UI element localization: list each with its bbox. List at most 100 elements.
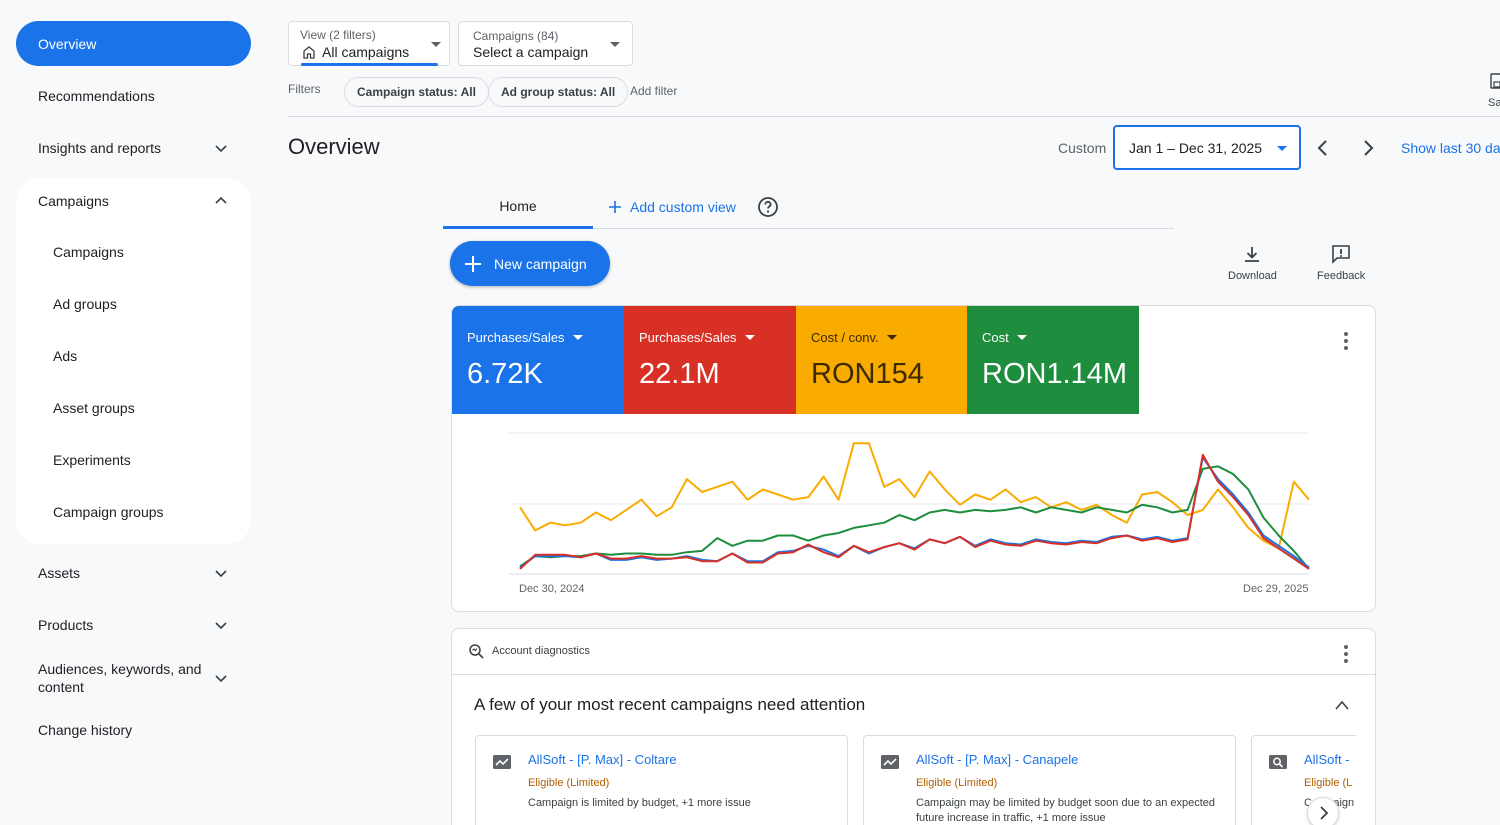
campaign-status: Eligible (Limited) — [916, 777, 998, 789]
chevron-down-icon — [215, 144, 227, 152]
campaign-name-link[interactable]: AllSoft - [P. Max] - Coltare — [528, 752, 677, 767]
add-custom-view-label: Add custom view — [630, 199, 736, 215]
sidebar-item-products[interactable]: Products — [16, 602, 251, 647]
performance-chart — [509, 432, 1310, 575]
sidebar-subitem-campaigns[interactable]: Campaigns — [53, 244, 124, 260]
caret-down-icon — [572, 335, 583, 340]
sidebar-item-change-history[interactable]: Change history — [16, 707, 251, 752]
sidebar-subitem-experiments[interactable]: Experiments — [53, 452, 131, 468]
chevron-down-icon — [215, 621, 227, 629]
add-filter-link[interactable]: Add filter — [630, 84, 678, 98]
account-diagnostics-card: Account diagnostics A few of your most r… — [451, 628, 1376, 825]
campaign-name-link[interactable]: AllSoft - — [1304, 752, 1350, 767]
diagnostics-title: A few of your most recent campaigns need… — [474, 695, 866, 714]
metric-value: 22.1M — [639, 358, 720, 390]
show-last-30-days-link[interactable]: Show last 30 da — [1401, 140, 1500, 156]
tab-home[interactable]: Home — [443, 186, 593, 229]
caret-down-icon — [744, 335, 755, 340]
series-line-0 — [519, 456, 1310, 569]
campaign-status: Eligible (Limited) — [528, 777, 610, 789]
series-line-1 — [519, 453, 1310, 570]
filter-chip-campaign-status[interactable]: Campaign status: All — [344, 77, 489, 107]
performance-max-icon — [881, 755, 899, 769]
search-campaign-icon — [1269, 755, 1287, 769]
sidebar-item-label: Change history — [38, 721, 133, 738]
download-button[interactable]: Download — [1228, 244, 1277, 282]
sidebar-item-insights[interactable]: Insights and reports — [16, 125, 251, 170]
chevron-right-icon — [1320, 806, 1329, 820]
add-custom-view-button[interactable]: Add custom view — [608, 199, 736, 215]
metric-label: Cost / conv. — [811, 330, 879, 345]
sidebar-item-label: Audiences, keywords, and content — [38, 661, 202, 695]
campaign-name-link[interactable]: AllSoft - [P. Max] - Canapele — [916, 752, 1079, 767]
metric-value: 6.72K — [467, 358, 543, 390]
sidebar: Overview Recommendations Insights and re… — [0, 0, 268, 825]
sidebar-item-assets[interactable]: Assets — [16, 550, 251, 595]
chevron-up-icon[interactable] — [1334, 699, 1350, 711]
metric-label: Purchases/Sales — [639, 330, 737, 345]
more-options-icon[interactable] — [1344, 332, 1348, 353]
series-line-3 — [519, 465, 1310, 570]
help-icon[interactable] — [757, 196, 779, 218]
campaign-issue-card[interactable]: AllSoft - Eligible (L Campaign — [1251, 735, 1356, 825]
chevron-up-icon — [215, 196, 227, 204]
previous-period-button[interactable] — [1311, 136, 1335, 160]
building-icon — [303, 46, 315, 59]
campaign-issue-description: Campaign is limited by budget, +1 more i… — [528, 797, 751, 809]
sidebar-item-label: Insights and reports — [38, 139, 161, 156]
new-campaign-label: New campaign — [494, 255, 587, 272]
new-campaign-button[interactable]: New campaign — [450, 241, 610, 286]
sidebar-item-label: Products — [38, 616, 94, 633]
metric-tile-cost-per-conv[interactable]: Cost / conv. RON154 — [796, 306, 968, 414]
x-axis-end-label: Dec 29, 2025 — [1243, 583, 1309, 595]
sidebar-subitem-ads[interactable]: Ads — [53, 348, 78, 364]
download-icon — [1245, 247, 1260, 262]
save-label: Sa — [1488, 97, 1500, 109]
download-label: Download — [1228, 270, 1277, 282]
view-dropdown[interactable]: View (2 filters) All campaigns — [288, 21, 450, 66]
performance-card: Purchases/Sales 6.72K Purchases/Sales 22… — [451, 305, 1376, 612]
campaign-selector-value: Select a campaign — [473, 44, 589, 60]
sidebar-item-label: Overview — [38, 35, 97, 52]
diagnostics-search-icon — [469, 644, 484, 659]
diagnostics-header: Account diagnostics — [468, 643, 590, 659]
feedback-button[interactable]: Feedback — [1317, 244, 1365, 282]
divider — [452, 674, 1375, 675]
series-line-2 — [519, 442, 1310, 550]
metric-tile-sales[interactable]: Purchases/Sales 22.1M — [624, 306, 796, 414]
metric-value: RON154 — [811, 358, 924, 390]
chevron-down-icon — [215, 675, 227, 683]
sidebar-item-audiences[interactable]: Audiences, keywords, and content — [16, 654, 251, 702]
metric-label: Cost — [982, 330, 1009, 345]
diagnostics-header-label: Account diagnostics — [492, 645, 590, 657]
filters-label: Filters — [288, 82, 321, 96]
next-period-button[interactable] — [1356, 136, 1380, 160]
feedback-icon — [1332, 245, 1350, 264]
sidebar-item-label: Assets — [38, 564, 81, 581]
caret-down-icon — [1016, 335, 1027, 340]
page-title: Overview — [288, 134, 380, 159]
date-range-value: Jan 1 – Dec 31, 2025 — [1129, 140, 1263, 156]
sidebar-item-label: Recommendations — [38, 87, 155, 104]
sidebar-item-recommendations[interactable]: Recommendations — [16, 73, 251, 118]
campaign-issue-card[interactable]: AllSoft - [P. Max] - Coltare Eligible (L… — [475, 735, 848, 825]
series-group — [519, 442, 1310, 570]
date-range-picker[interactable]: Jan 1 – Dec 31, 2025 — [1113, 125, 1301, 170]
carousel-next-button[interactable] — [1307, 797, 1339, 825]
campaign-issue-card[interactable]: AllSoft - [P. Max] - Canapele Eligible (… — [863, 735, 1236, 825]
sidebar-item-campaigns-group[interactable]: Campaigns — [16, 178, 251, 223]
campaign-selector[interactable]: Campaigns (84) Select a campaign — [458, 21, 633, 66]
sidebar-item-label: Campaigns — [38, 192, 109, 209]
metric-value: RON1.14M — [982, 358, 1128, 390]
save-icon[interactable] — [1490, 73, 1500, 89]
metric-tile-purchases[interactable]: Purchases/Sales 6.72K — [452, 306, 624, 414]
sidebar-subitem-campaign-groups[interactable]: Campaign groups — [53, 504, 164, 520]
metric-tile-cost[interactable]: Cost RON1.14M — [967, 306, 1139, 414]
more-options-icon[interactable] — [1344, 645, 1348, 666]
sidebar-subitem-ad-groups[interactable]: Ad groups — [53, 296, 117, 312]
campaign-status: Eligible (L — [1304, 777, 1353, 789]
sidebar-subitem-asset-groups[interactable]: Asset groups — [53, 400, 135, 416]
sidebar-item-overview[interactable]: Overview — [16, 21, 251, 66]
view-dropdown-underline — [301, 63, 438, 66]
filter-chip-ad-group-status[interactable]: Ad group status: All — [488, 77, 629, 107]
